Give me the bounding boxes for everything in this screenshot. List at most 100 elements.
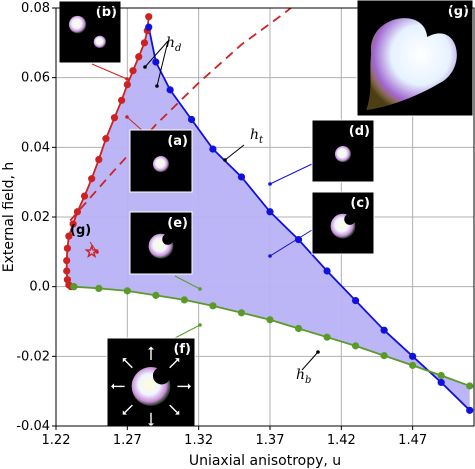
skyrmion-notch — [162, 233, 174, 245]
data-point-blue — [266, 208, 274, 216]
data-point-blue — [187, 115, 196, 124]
data-point-green — [180, 296, 188, 304]
data-point-green — [123, 287, 131, 295]
data-point-red — [73, 208, 81, 216]
data-point-green — [466, 382, 474, 390]
inset-pointer-dot — [268, 254, 272, 258]
svg-text:ht: ht — [250, 127, 264, 146]
y-axis-title: External field, h — [1, 162, 17, 273]
inset-pointer — [91, 63, 128, 80]
expansion-arrow — [169, 404, 178, 414]
data-point-blue — [351, 297, 360, 305]
skyrmion-blob — [68, 15, 87, 34]
expansion-arrow-head — [122, 410, 127, 415]
inset-e: (e) — [129, 211, 193, 275]
inset-pointer-dot — [223, 158, 227, 162]
x-tick-label: 1.47 — [398, 433, 427, 448]
x-axis-title: Uniaxial anisotropy, u — [189, 453, 341, 469]
data-point-red — [145, 13, 153, 21]
inset-f: (f) — [106, 337, 196, 427]
expansion-arrow — [169, 359, 178, 369]
inset-pointer-dot — [198, 287, 202, 291]
data-point-red — [102, 135, 110, 143]
data-point-blue — [237, 173, 246, 181]
data-point-red — [63, 267, 71, 275]
data-point-green — [266, 316, 274, 324]
skyrmion-blob — [93, 35, 107, 49]
expansion-arrow-head — [175, 410, 180, 415]
inset-b: (b) — [58, 0, 122, 64]
data-point-red — [129, 67, 137, 75]
inset-pointer-dot — [125, 77, 129, 81]
data-point-green — [237, 309, 246, 317]
skyrmion-blob — [334, 146, 352, 163]
data-point-green — [323, 333, 331, 341]
skyrmion-blob — [152, 156, 170, 173]
data-point-green — [209, 302, 217, 310]
inset-pointer — [269, 163, 313, 185]
inset-pointer-dot — [155, 84, 159, 88]
inset-pointer-dot — [268, 182, 272, 186]
series-line-red — [65, 16, 150, 288]
data-point-blue — [166, 86, 174, 94]
inset-pointer — [89, 241, 98, 253]
inset-pointer-lines — [89, 40, 320, 371]
data-point-green — [351, 342, 360, 350]
inset-a: (a) — [129, 129, 193, 193]
data-point-red — [65, 232, 73, 240]
marker-star-label: (g) — [70, 223, 91, 238]
dashed-line — [69, 8, 293, 222]
data-point-green — [95, 284, 103, 293]
expansion-arrow-head — [111, 383, 115, 390]
y-tick-label: 0.0 — [29, 280, 50, 295]
skyrmion-heart — [366, 18, 457, 111]
data-point-red — [63, 244, 72, 252]
inset-pointer — [156, 40, 169, 87]
inset-d: (d) — [311, 119, 375, 183]
y-tick-label: 0.02 — [21, 210, 50, 225]
expansion-arrow-head — [187, 383, 191, 390]
inset-pointer-dot — [198, 323, 202, 327]
data-point-blue — [209, 145, 217, 153]
inset-label: (d) — [349, 124, 370, 139]
curve-label-hd: hd — [166, 35, 181, 54]
series-line-blue — [147, 26, 471, 411]
inset-label: (c) — [350, 196, 370, 211]
skyrmion-notch — [344, 213, 356, 225]
data-point-blue — [323, 267, 331, 275]
inset-pointer — [301, 351, 319, 371]
expansion-arrow-head — [148, 423, 154, 427]
data-point-green — [409, 361, 417, 369]
expansion-arrow — [124, 404, 133, 414]
y-tick-label: 0.08 — [21, 1, 50, 16]
data-point-blue — [294, 236, 303, 244]
curve-label-hb: hb — [296, 367, 311, 386]
expansion-arrow-head — [175, 358, 180, 363]
data-point-blue — [380, 326, 388, 334]
inset-label: (g) — [448, 4, 469, 19]
data-point-red — [63, 256, 71, 265]
inset-pointer — [224, 144, 245, 161]
inset-pointer — [144, 40, 169, 68]
data-point-red — [123, 81, 131, 89]
inset-pointer-dot — [316, 350, 320, 354]
skyrmion-notch — [152, 367, 171, 385]
data-point-green — [380, 352, 388, 360]
inset-pointer — [269, 229, 313, 257]
data-point-blue — [152, 58, 160, 66]
expansion-arrow-head — [148, 346, 154, 350]
data-point-red — [88, 175, 96, 183]
y-tick-label: -0.02 — [16, 349, 50, 364]
inset-background — [58, 0, 122, 64]
inset-label: (a) — [167, 134, 188, 149]
curve-label-ht: ht — [250, 127, 264, 146]
axis-ticks: 1.22 1.27 1.32 1.37 1.42 1.47 -0.04 -0.02 0.0 0.0… — [16, 1, 427, 448]
data-point-green — [70, 283, 78, 291]
data-point-red — [80, 192, 89, 200]
data-point-red — [135, 53, 143, 61]
data-point-red — [140, 39, 149, 47]
data-point-red — [95, 155, 103, 164]
y-tick-label: -0.04 — [16, 419, 50, 434]
data-point-red — [118, 96, 126, 104]
